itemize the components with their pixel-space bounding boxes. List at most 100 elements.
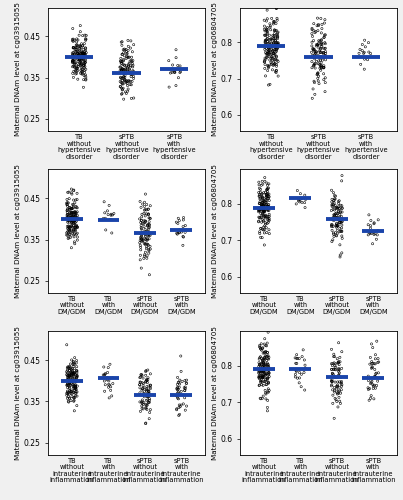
- Point: [79, 70, 85, 78]
- Point: [368, 50, 374, 58]
- Point: [73, 47, 79, 55]
- Point: [264, 184, 271, 192]
- Point: [69, 375, 75, 383]
- Point: [266, 52, 272, 60]
- Point: [72, 218, 78, 226]
- Point: [265, 360, 272, 368]
- Point: [79, 54, 85, 62]
- Point: [258, 218, 265, 226]
- Point: [332, 366, 339, 374]
- Point: [137, 398, 143, 406]
- Point: [260, 362, 266, 370]
- Point: [266, 56, 273, 64]
- Point: [72, 240, 78, 248]
- Point: [315, 26, 321, 34]
- Point: [71, 231, 77, 239]
- Point: [69, 217, 76, 225]
- Point: [127, 44, 134, 52]
- Point: [321, 64, 327, 72]
- Point: [264, 374, 271, 382]
- Point: [365, 220, 372, 228]
- Point: [144, 378, 151, 386]
- Point: [266, 214, 272, 222]
- Point: [335, 200, 342, 207]
- Point: [71, 36, 78, 44]
- Point: [70, 56, 77, 64]
- Point: [264, 50, 270, 58]
- Point: [144, 377, 150, 385]
- Point: [128, 70, 134, 78]
- Point: [74, 402, 80, 409]
- Point: [272, 50, 278, 58]
- Point: [71, 50, 78, 58]
- Point: [66, 362, 73, 370]
- Point: [83, 75, 89, 83]
- Point: [69, 58, 76, 66]
- Point: [259, 369, 265, 377]
- Point: [73, 362, 80, 370]
- Point: [266, 368, 272, 376]
- Point: [330, 391, 336, 399]
- Point: [139, 228, 146, 236]
- Point: [334, 222, 340, 230]
- Point: [130, 68, 137, 76]
- Point: [321, 48, 327, 56]
- Point: [66, 224, 73, 232]
- Point: [167, 69, 174, 77]
- Point: [174, 62, 181, 70]
- Point: [82, 62, 88, 70]
- Point: [76, 55, 83, 63]
- Point: [123, 69, 130, 77]
- Point: [338, 382, 345, 390]
- Point: [335, 207, 342, 215]
- Point: [66, 372, 73, 380]
- Point: [265, 352, 271, 360]
- Point: [65, 392, 72, 400]
- Point: [330, 216, 336, 224]
- Point: [128, 56, 134, 64]
- Point: [80, 49, 87, 57]
- Point: [334, 226, 341, 234]
- Point: [301, 356, 307, 364]
- Point: [310, 85, 316, 93]
- Point: [337, 374, 344, 382]
- Point: [259, 378, 265, 386]
- Point: [318, 29, 324, 37]
- Point: [147, 406, 154, 413]
- Point: [81, 58, 88, 66]
- Point: [268, 51, 274, 59]
- Point: [69, 216, 76, 224]
- Point: [78, 52, 84, 60]
- Point: [329, 220, 335, 228]
- Point: [260, 223, 267, 231]
- Point: [72, 381, 78, 389]
- Point: [108, 210, 114, 218]
- Point: [142, 232, 148, 240]
- Point: [262, 60, 268, 68]
- Point: [147, 382, 154, 390]
- Point: [261, 43, 268, 51]
- Point: [70, 211, 77, 219]
- Point: [269, 35, 275, 43]
- Point: [261, 16, 268, 24]
- Point: [71, 208, 78, 216]
- Point: [273, 68, 279, 76]
- Point: [322, 44, 328, 52]
- Point: [260, 226, 266, 234]
- Point: [317, 56, 324, 64]
- Point: [78, 50, 84, 58]
- Point: [64, 364, 71, 372]
- Point: [270, 54, 276, 62]
- Point: [74, 223, 80, 231]
- Point: [71, 224, 78, 232]
- Point: [65, 210, 71, 218]
- Point: [69, 392, 75, 400]
- Point: [183, 380, 190, 388]
- Point: [266, 216, 272, 224]
- Point: [144, 221, 150, 229]
- Point: [263, 224, 270, 232]
- Point: [128, 37, 134, 45]
- Point: [69, 212, 75, 220]
- Point: [83, 32, 89, 40]
- Point: [258, 204, 264, 212]
